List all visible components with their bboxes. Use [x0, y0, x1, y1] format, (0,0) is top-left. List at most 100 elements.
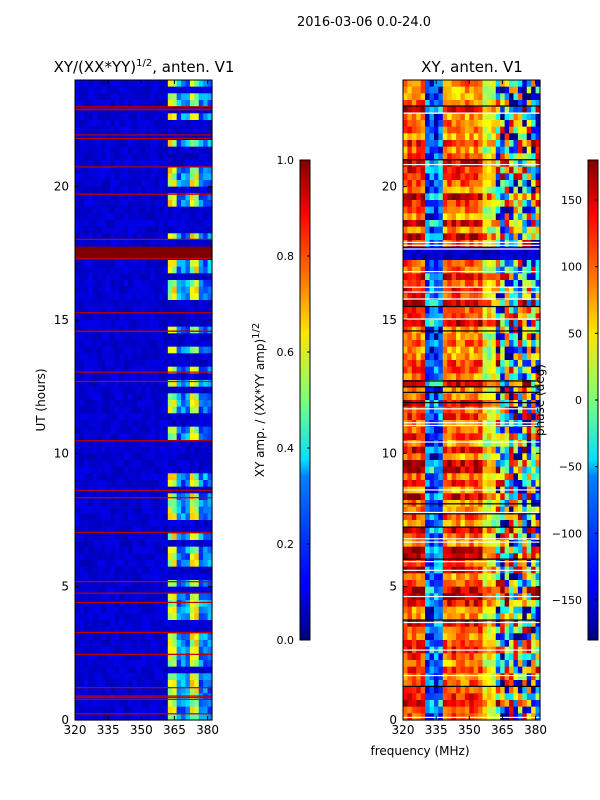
heatmap-cell [185, 86, 191, 94]
heatmap-cell [491, 333, 497, 341]
heatmap-cell [141, 140, 147, 148]
heatmap-cell [176, 673, 182, 681]
heatmap-cell [194, 246, 200, 254]
heatmap-cell [83, 233, 89, 241]
heatmap-cell [79, 666, 85, 674]
heatmap-cell [438, 186, 444, 194]
heatmap-cell [132, 293, 138, 301]
heatmap-cell [482, 180, 488, 188]
heatmap-cell [185, 600, 191, 608]
heatmap-cell [207, 393, 213, 401]
heatmap-cell [407, 480, 413, 488]
heatmap-cell [176, 333, 182, 341]
heatmap-cell [509, 473, 515, 481]
heatmap-cell [460, 406, 466, 414]
heatmap-cell [92, 273, 98, 281]
heatmap-cell [460, 433, 466, 441]
heatmap-cell [145, 80, 151, 88]
heatmap-cell [416, 320, 422, 328]
heatmap-cell [158, 360, 164, 368]
heatmap-cell [486, 280, 492, 288]
heatmap-cell [407, 206, 413, 214]
heatmap-cell [504, 353, 510, 361]
heatmap-cell [460, 326, 466, 334]
heatmap-cell [407, 220, 413, 228]
heatmap-cell [123, 273, 129, 281]
heatmap-cell [163, 186, 169, 194]
heatmap-cell [429, 253, 435, 261]
heatmap-cell [83, 620, 89, 628]
heatmap-cell [119, 346, 125, 354]
heatmap-cell [88, 493, 94, 501]
heatmap-cell [522, 133, 528, 141]
heatmap-cell [207, 580, 213, 588]
heatmap-cell [101, 560, 107, 568]
heatmap-cell [456, 326, 462, 334]
heatmap-cell [531, 213, 537, 221]
heatmap-cell [535, 286, 541, 294]
heatmap-cell [105, 446, 111, 454]
heatmap-cell [486, 200, 492, 208]
heatmap-cell [416, 180, 422, 188]
heatmap-cell [154, 433, 160, 441]
heatmap-cell [526, 173, 532, 181]
heatmap-cell [473, 406, 479, 414]
heatmap-cell [181, 340, 187, 348]
heatmap-cell [141, 226, 147, 234]
heatmap-cell [158, 326, 164, 334]
heatmap-cell [92, 660, 98, 668]
heatmap-cell [425, 413, 431, 421]
heatmap-cell [92, 86, 98, 94]
heatmap-cell [105, 606, 111, 614]
heatmap-cell [97, 580, 103, 588]
heatmap-cell [141, 666, 147, 674]
heatmap-cell [101, 473, 107, 481]
heatmap-cell [123, 680, 129, 688]
heatmap-cell [189, 660, 195, 668]
heatmap-cell [522, 446, 528, 454]
heatmap-cell [411, 173, 417, 181]
flagged-time-line [75, 631, 212, 634]
heatmap-cell [486, 93, 492, 101]
heatmap-cell [509, 346, 515, 354]
heatmap-cell [486, 453, 492, 461]
heatmap-cell [407, 420, 413, 428]
heatmap-cell [198, 300, 204, 308]
heatmap-cell [425, 153, 431, 161]
heatmap-cell [198, 200, 204, 208]
heatmap-cell [535, 100, 541, 108]
heatmap-cell [75, 380, 81, 388]
heatmap-cell [167, 426, 173, 434]
heatmap-cell [119, 533, 125, 541]
heatmap-cell [189, 460, 195, 468]
heatmap-cell [194, 226, 200, 234]
heatmap-cell [145, 400, 151, 408]
heatmap-cell [185, 140, 191, 148]
heatmap-cell [464, 406, 470, 414]
heatmap-cell [500, 386, 506, 394]
heatmap-cell [172, 393, 178, 401]
heatmap-cell [509, 86, 515, 94]
heatmap-cell [176, 120, 182, 128]
heatmap-cell [438, 193, 444, 201]
heatmap-cell [433, 260, 439, 268]
heatmap-cell [416, 386, 422, 394]
heatmap-cell [150, 493, 156, 501]
heatmap-cell [105, 326, 111, 334]
heatmap-cell [203, 520, 209, 528]
heatmap-cell [79, 413, 85, 421]
heatmap-cell [158, 493, 164, 501]
heatmap-cell [181, 666, 187, 674]
heatmap-cell [176, 213, 182, 221]
heatmap-cell [473, 153, 479, 161]
heatmap-cell [75, 180, 81, 188]
heatmap-cell [491, 453, 497, 461]
heatmap-cell [176, 473, 182, 481]
heatmap-cell [473, 260, 479, 268]
heatmap-cell [79, 80, 85, 88]
heatmap-cell [420, 80, 426, 88]
heatmap-cell [203, 186, 209, 194]
heatmap-cell [136, 600, 142, 608]
heatmap-cell [176, 506, 182, 514]
heatmap-cell [158, 213, 164, 221]
